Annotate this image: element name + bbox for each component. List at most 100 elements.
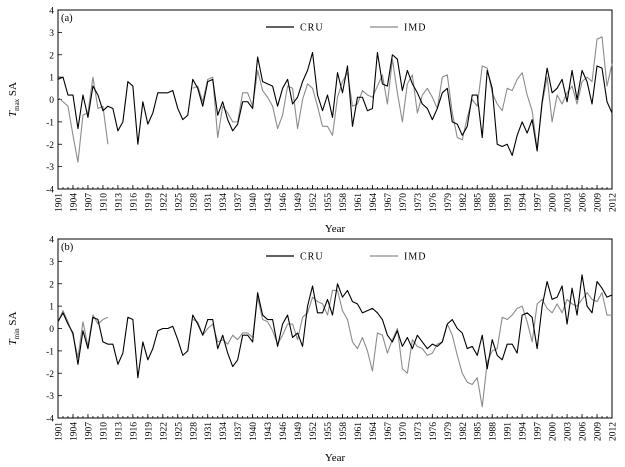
x-tick-label-b: 1982 xyxy=(459,422,469,441)
x-tick-label-b: 1919 xyxy=(144,422,154,441)
y-tick-label-b: -1 xyxy=(46,347,54,357)
ticks-a: -4 -3 -2 -1 0 1 2 3 4 1901 1904 1907 1910 1913 1916 191… xyxy=(46,7,618,213)
x-tick-label-b: 1922 xyxy=(159,422,169,441)
x-tick-label-a: 1925 xyxy=(174,193,184,212)
x-tick-label-a: 1961 xyxy=(354,193,364,212)
x-tick-label-b: 1949 xyxy=(294,422,304,441)
x-tick-label-a: 1985 xyxy=(474,193,484,212)
x-axis-title-a: Year xyxy=(325,223,346,235)
x-tick-label-b: 1934 xyxy=(219,422,229,441)
x-tick-label-b: 2009 xyxy=(594,422,604,441)
x-tick-label-b: 1925 xyxy=(174,422,184,441)
y-tick-label-a: 0 xyxy=(49,96,54,106)
x-tick-label-a: 1967 xyxy=(384,193,394,212)
x-axis-title-b: Year xyxy=(325,452,346,464)
x-tick-label-a: 1970 xyxy=(399,193,409,212)
x-tick-label-b: 1937 xyxy=(234,422,244,441)
y-axis-title-sub-b: min xyxy=(13,328,21,339)
x-tick-label-a: 2012 xyxy=(609,193,619,212)
x-tick-label-b: 1985 xyxy=(474,422,484,441)
legend-a: CRU IMD xyxy=(266,23,426,34)
x-tick-label-a: 1901 xyxy=(55,193,65,212)
series-layer-b xyxy=(57,274,613,408)
x-tick-label-a: 1997 xyxy=(534,193,544,212)
y-tick-label-a: -4 xyxy=(46,186,54,196)
x-tick-label-a: 1952 xyxy=(309,193,319,212)
x-tick-label-b: 1940 xyxy=(249,422,259,441)
y-tick-label-a: -1 xyxy=(46,118,54,128)
x-tick-label-b: 2012 xyxy=(609,422,619,441)
x-tick-label-a: 1916 xyxy=(129,193,139,212)
x-tick-label-a: 2009 xyxy=(594,193,604,212)
x-tick-label-a: 1931 xyxy=(204,193,214,212)
x-tick-label-b: 1943 xyxy=(264,422,274,441)
series-line-cru-b xyxy=(57,274,613,379)
x-tick-label-b: 1958 xyxy=(339,422,349,441)
x-tick-label-b: 1916 xyxy=(129,422,139,441)
x-tick-label-a: 1988 xyxy=(489,193,499,212)
panel-label-b: (b) xyxy=(61,242,74,253)
x-tick-label-b: 1901 xyxy=(55,422,65,441)
x-tick-label-b: 2000 xyxy=(549,422,559,441)
y-axis-title-suffix-a: SA xyxy=(7,82,19,99)
x-tick-label-a: 1946 xyxy=(279,193,289,212)
x-tick-label-a: 2000 xyxy=(549,193,559,212)
legend-label-cru-a: CRU xyxy=(300,23,324,34)
x-tick-label-b: 2006 xyxy=(579,422,589,441)
x-tick-label-a: 1910 xyxy=(99,193,109,212)
y-tick-label-b: 0 xyxy=(49,325,54,335)
x-tick-label-a: 1940 xyxy=(249,193,259,212)
y-tick-label-b: 1 xyxy=(49,303,54,313)
y-axis-title-b: Tmin SA xyxy=(7,312,21,346)
x-tick-label-a: 1976 xyxy=(429,193,439,212)
panel-label-a: (a) xyxy=(61,13,73,24)
y-tick-label-a: 3 xyxy=(49,29,54,39)
x-tick-label-a: 1904 xyxy=(69,193,79,212)
x-tick-label-b: 1928 xyxy=(189,422,199,441)
x-tick-label-b: 1913 xyxy=(114,422,124,441)
x-tick-label-a: 1928 xyxy=(189,193,199,212)
x-tick-label-a: 1907 xyxy=(84,193,94,212)
x-tick-label-a: 2003 xyxy=(564,193,574,212)
y-axis-title-main-b: T xyxy=(7,338,19,345)
x-tick-label-b: 1931 xyxy=(204,422,214,441)
y-tick-label-b: 2 xyxy=(49,280,54,290)
y-tick-label-a: 4 xyxy=(49,7,54,17)
x-tick-label-a: 1943 xyxy=(264,193,274,212)
x-tick-label-b: 1955 xyxy=(324,422,334,441)
x-tick-label-a: 1979 xyxy=(444,193,454,212)
y-tick-label-b: -2 xyxy=(46,370,54,380)
x-tick-label-a: 1937 xyxy=(234,193,244,212)
panel-b: -4 -3 -2 -1 0 1 2 3 4 1901 1904 1907 1910 1913 1916 191… xyxy=(7,236,619,465)
x-tick-label-b: 1952 xyxy=(309,422,319,441)
x-tick-label-a: 1973 xyxy=(414,193,424,212)
x-tick-label-a: 1949 xyxy=(294,193,304,212)
x-tick-label-b: 1976 xyxy=(429,422,439,441)
x-tick-label-a: 1955 xyxy=(324,193,334,212)
x-tick-label-b: 1904 xyxy=(69,422,79,441)
legend-label-imd-a: IMD xyxy=(404,23,426,34)
y-axis-title-main-a: T xyxy=(7,110,19,117)
x-tick-label-a: 2006 xyxy=(579,193,589,212)
x-tick-label-b: 1973 xyxy=(414,422,424,441)
legend-label-imd-b: IMD xyxy=(404,252,426,263)
x-tick-label-a: 1991 xyxy=(504,193,514,212)
x-tick-label-a: 1994 xyxy=(519,193,529,212)
x-tick-label-b: 1970 xyxy=(399,422,409,441)
x-tick-label-a: 1913 xyxy=(114,193,124,212)
y-tick-label-a: 1 xyxy=(49,74,54,84)
x-tick-label-a: 1934 xyxy=(219,193,229,212)
x-tick-label-a: 1964 xyxy=(369,193,379,212)
x-tick-label-b: 1967 xyxy=(384,422,394,441)
y-tick-label-b: 3 xyxy=(49,258,54,268)
x-tick-label-b: 1907 xyxy=(84,422,94,441)
series-layer-a xyxy=(57,36,613,163)
y-axis-title-sub-a: max xyxy=(13,98,21,111)
y-tick-label-b: -3 xyxy=(46,392,54,402)
x-tick-label-a: 1958 xyxy=(339,193,349,212)
x-tick-label-b: 1979 xyxy=(444,422,454,441)
x-tick-label-b: 1910 xyxy=(99,422,109,441)
series-line-imd-b xyxy=(57,289,612,408)
y-axis-title-a: Tmax SA xyxy=(7,82,21,117)
